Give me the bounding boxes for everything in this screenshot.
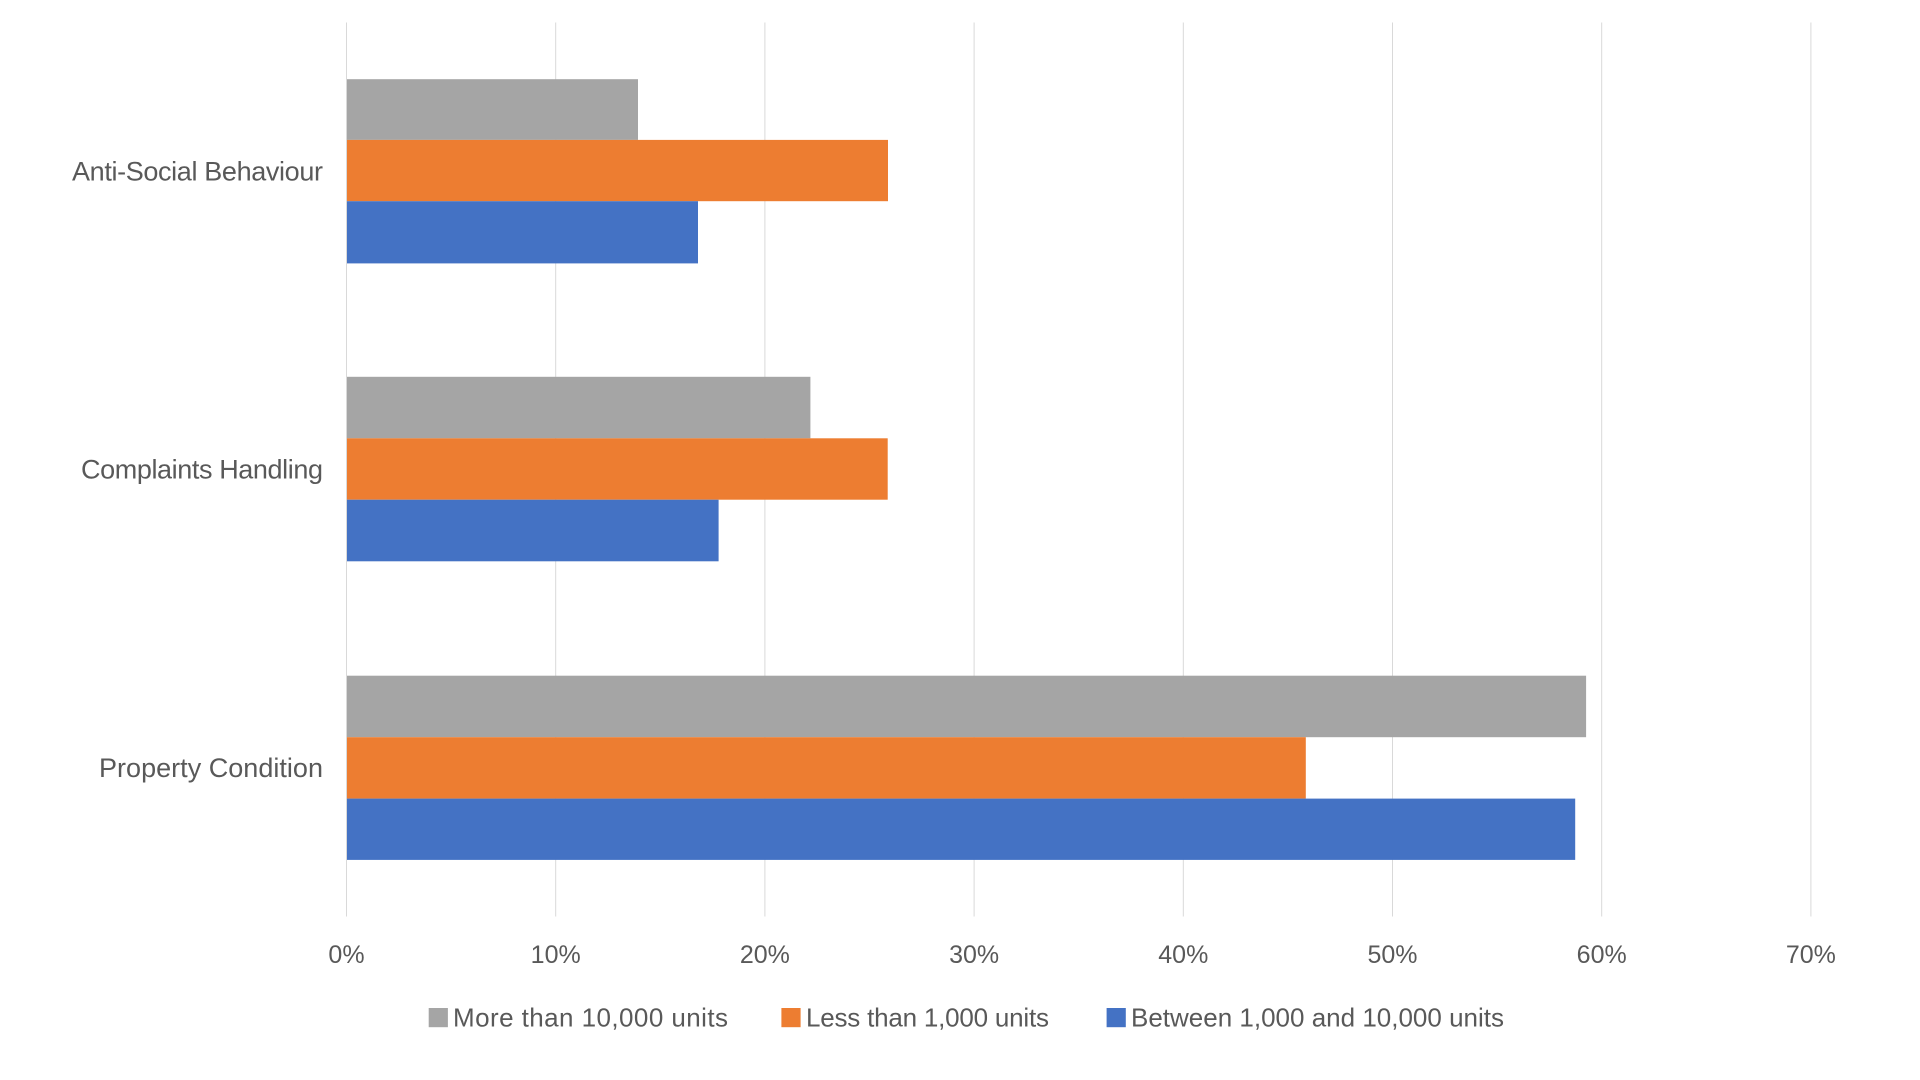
svg-text:30%: 30%: [949, 941, 999, 969]
svg-text:Complaints Handling: Complaints Handling: [81, 455, 323, 485]
svg-text:Property Condition: Property Condition: [99, 753, 323, 783]
svg-text:70%: 70%: [1786, 941, 1836, 969]
svg-text:Less than 1,000 units: Less than 1,000 units: [806, 1003, 1049, 1033]
svg-text:More than 10,000 units: More than 10,000 units: [453, 1003, 728, 1033]
svg-text:20%: 20%: [740, 941, 790, 969]
svg-text:Between 1,000 and 10,000 units: Between 1,000 and 10,000 units: [1131, 1003, 1504, 1033]
svg-text:40%: 40%: [1158, 941, 1208, 969]
svg-text:0%: 0%: [328, 941, 364, 969]
svg-text:60%: 60%: [1577, 941, 1627, 969]
svg-text:50%: 50%: [1367, 941, 1417, 969]
svg-text:10%: 10%: [531, 941, 581, 969]
svg-text:Anti-Social Behaviour: Anti-Social Behaviour: [72, 157, 323, 187]
